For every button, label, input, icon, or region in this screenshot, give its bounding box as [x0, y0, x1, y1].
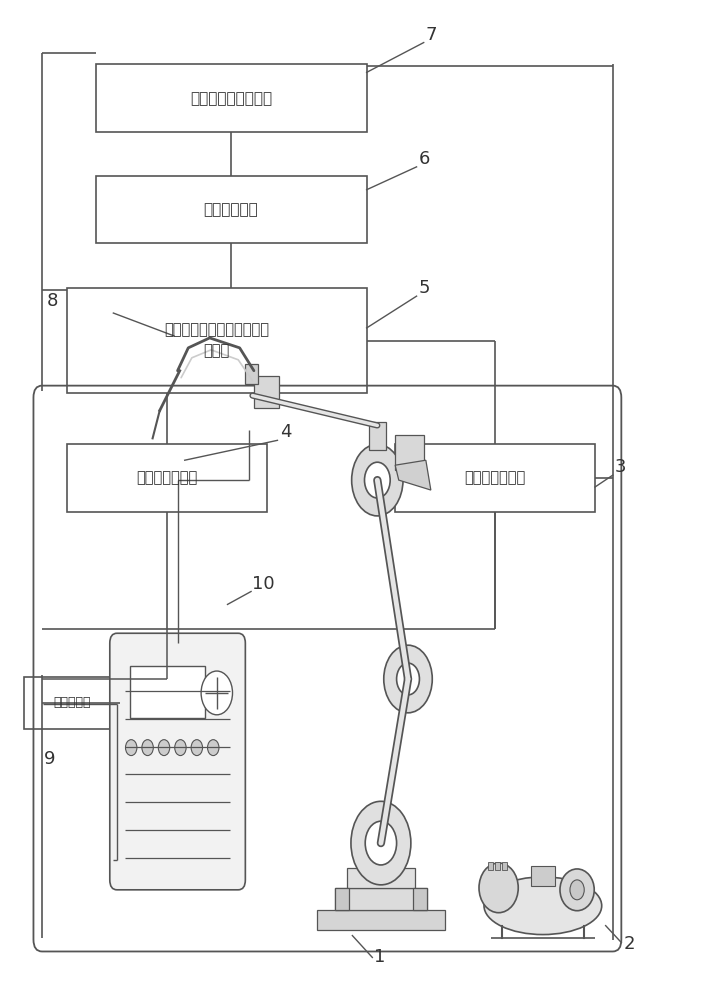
Circle shape — [126, 740, 137, 756]
Text: 3: 3 — [615, 458, 626, 476]
Bar — [395, 435, 423, 470]
Ellipse shape — [479, 863, 518, 913]
Text: 7: 7 — [426, 26, 437, 44]
Text: 摆动电弧空间焊缝跟踪信号
处理器: 摆动电弧空间焊缝跟踪信号 处理器 — [165, 322, 270, 358]
Circle shape — [208, 740, 219, 756]
Ellipse shape — [484, 877, 602, 935]
Circle shape — [352, 444, 403, 516]
Bar — [347, 868, 415, 888]
Bar — [96, 64, 367, 132]
Bar — [502, 862, 507, 870]
Bar — [67, 444, 267, 512]
Circle shape — [158, 740, 170, 756]
Bar — [488, 862, 493, 870]
Circle shape — [191, 740, 203, 756]
Bar — [254, 376, 279, 408]
Text: 9: 9 — [44, 750, 55, 768]
Circle shape — [384, 645, 432, 713]
Bar — [334, 888, 427, 910]
Text: 1: 1 — [374, 948, 385, 966]
Bar — [495, 862, 500, 870]
Circle shape — [397, 663, 419, 695]
Text: 8: 8 — [47, 292, 58, 310]
Text: 5: 5 — [418, 279, 430, 297]
Text: 摆动方向运算器: 摆动方向运算器 — [464, 471, 526, 486]
Text: 焊枪姿态实时调整器: 焊枪姿态实时调整器 — [190, 91, 273, 106]
Text: 10: 10 — [252, 575, 275, 593]
Ellipse shape — [560, 869, 594, 911]
Bar — [96, 176, 367, 243]
Bar — [395, 444, 595, 512]
Bar — [24, 677, 121, 729]
Bar — [369, 422, 386, 450]
Circle shape — [201, 671, 232, 715]
Circle shape — [365, 821, 397, 865]
Circle shape — [142, 740, 153, 756]
Circle shape — [570, 880, 585, 900]
Bar — [316, 910, 445, 930]
Text: 6: 6 — [418, 150, 430, 168]
Text: 2: 2 — [623, 935, 635, 953]
Bar — [334, 888, 349, 910]
Bar — [413, 888, 427, 910]
Text: 4: 4 — [280, 423, 291, 441]
Text: 电弧传感器: 电弧传感器 — [54, 696, 91, 709]
FancyBboxPatch shape — [110, 633, 245, 890]
Text: 焊接专家系统: 焊接专家系统 — [203, 202, 258, 217]
Circle shape — [351, 801, 411, 885]
Polygon shape — [395, 460, 431, 490]
Bar — [129, 666, 205, 718]
Circle shape — [365, 462, 390, 498]
Circle shape — [175, 740, 186, 756]
Text: 焊枪倾角运算器: 焊枪倾角运算器 — [136, 471, 198, 486]
Bar — [531, 866, 555, 886]
Bar — [67, 288, 367, 393]
Bar — [245, 364, 258, 384]
